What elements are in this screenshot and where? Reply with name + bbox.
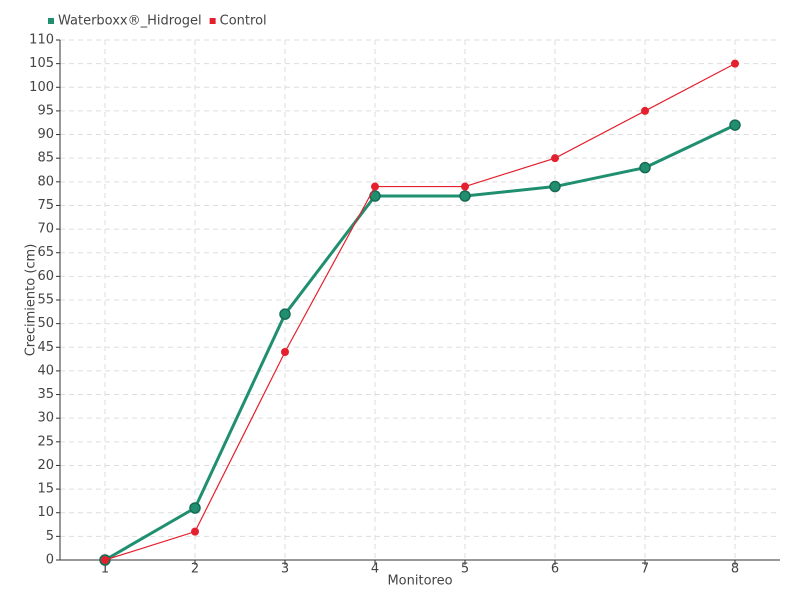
y-axis-title: Crecimiento (cm) <box>24 244 39 357</box>
data-point <box>549 180 561 193</box>
y-tick-label: 20 <box>37 458 54 473</box>
legend-label: Control <box>220 14 267 29</box>
y-tick-label: 45 <box>37 340 54 355</box>
data-point <box>191 527 199 536</box>
y-tick-label: 110 <box>29 33 54 48</box>
y-tick-label: 70 <box>37 222 54 237</box>
data-point <box>189 502 201 514</box>
y-tick-label: 75 <box>37 198 54 213</box>
y-tick-label: 40 <box>37 363 54 378</box>
x-tick-label: 5 <box>461 562 469 577</box>
data-point <box>639 161 651 174</box>
y-tick-label: 35 <box>37 387 54 402</box>
legend-label: Waterboxx®_Hidrogel <box>58 14 202 29</box>
y-tick-label: 25 <box>37 434 54 449</box>
y-tick-label: 30 <box>37 411 54 426</box>
y-tick-label: 100 <box>29 80 54 95</box>
x-tick-label: 4 <box>371 562 379 577</box>
y-tick-label: 55 <box>37 293 54 308</box>
series-line <box>104 123 736 562</box>
data-point <box>461 182 469 191</box>
y-tick-label: 0 <box>46 553 54 568</box>
data-point <box>459 190 471 202</box>
x-tick-label: 8 <box>731 562 739 577</box>
y-tick-label: 85 <box>37 151 54 166</box>
data-point <box>729 119 741 131</box>
data-point <box>101 556 109 564</box>
data-point <box>279 308 291 320</box>
x-tick-label: 6 <box>551 562 559 577</box>
x-tick-label: 3 <box>281 562 289 577</box>
y-tick-label: 90 <box>37 127 54 142</box>
data-point <box>731 59 739 68</box>
y-tick-label: 65 <box>37 245 54 260</box>
y-tick-label: 60 <box>37 269 54 284</box>
y-tick-label: 15 <box>37 482 54 497</box>
y-tick-label: 10 <box>37 505 54 520</box>
x-tick-label: 7 <box>641 562 649 577</box>
data-point <box>371 182 379 191</box>
y-tick-label: 5 <box>46 529 54 544</box>
data-point <box>281 348 289 356</box>
y-tick-label: 80 <box>37 174 54 189</box>
y-tick-label: 95 <box>37 103 54 118</box>
data-point <box>641 106 649 115</box>
y-tick-label: 105 <box>29 56 54 71</box>
x-tick-label: 2 <box>191 562 199 577</box>
x-axis-title: Monitoreo <box>387 574 452 589</box>
legend-swatch <box>209 18 216 24</box>
series-line <box>104 63 736 561</box>
x-tick-label: 1 <box>101 562 109 577</box>
legend-swatch <box>48 18 54 24</box>
data-point <box>551 154 559 163</box>
y-tick-label: 50 <box>37 316 54 331</box>
